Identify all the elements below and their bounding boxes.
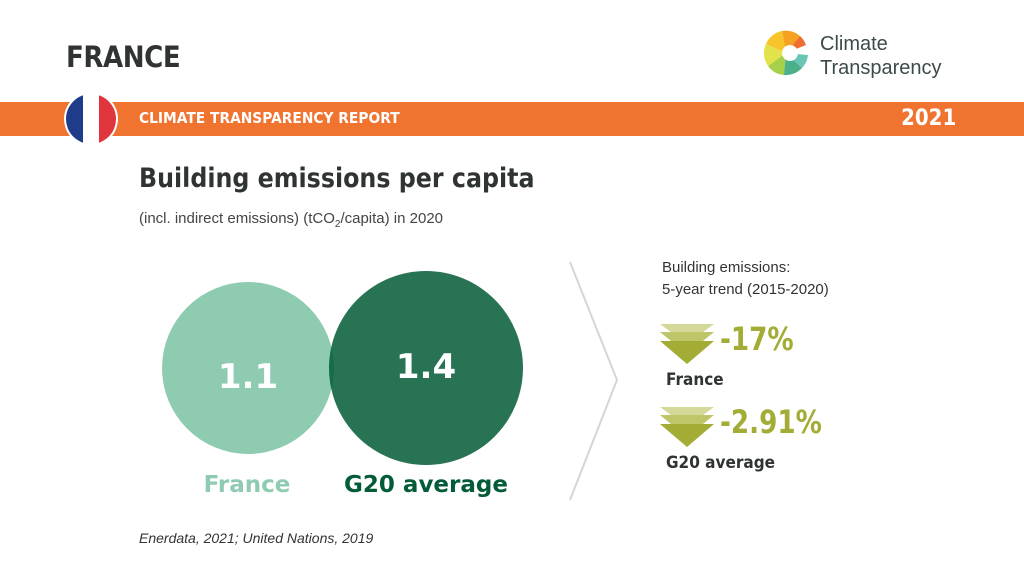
trend-item-g20-average: -2.91% G20 average <box>658 403 918 477</box>
trend-label-g20-average: G20 average <box>666 453 776 473</box>
subtitle-part-2: /capita) in 2020 <box>340 210 444 227</box>
logo-mark-icon <box>763 30 808 76</box>
climate-transparency-logo: Climate Transparency <box>760 26 970 86</box>
logo-text-line1: Climate <box>820 33 888 55</box>
bubble-label-g20-average: G20 average <box>344 472 508 498</box>
report-title: CLIMATE TRANSPARENCY REPORT <box>139 109 400 127</box>
bubble-france <box>162 282 334 454</box>
france-flag-icon <box>64 92 118 146</box>
country-title: FRANCE <box>66 40 181 74</box>
subtitle-part-1: (incl. indirect emissions) (tCO <box>139 210 335 227</box>
down-arrow-icon <box>660 324 714 364</box>
trend-value-g20-average: -2.91% <box>720 403 822 441</box>
logo-text-line2: Transparency <box>820 57 942 79</box>
trend-heading-line2: 5-year trend (2015-2020) <box>662 281 829 298</box>
bubble-label-france: France <box>204 472 291 498</box>
report-year: 2021 <box>900 106 956 131</box>
trend-heading: Building emissions: 5-year trend (2015-2… <box>662 257 829 301</box>
bubble-value-france: 1.1 <box>218 357 278 397</box>
chart-title: Building emissions per capita <box>139 163 535 194</box>
report-banner: CLIMATE TRANSPARENCY REPORT 2021 <box>0 102 1024 136</box>
bubble-value-g20-average: 1.4 <box>396 347 456 387</box>
trend-value-france: -17% <box>720 320 794 358</box>
trend-label-france: France <box>666 370 724 390</box>
trend-heading-line1: Building emissions: <box>662 259 791 276</box>
bubble-g20-average <box>329 271 523 465</box>
source-note: Enerdata, 2021; United Nations, 2019 <box>139 530 374 546</box>
down-arrow-icon <box>660 407 714 447</box>
subtitle-subscript: 2 <box>334 219 341 230</box>
chart-subtitle: (incl. indirect emissions) (tCO2/capita)… <box>139 210 443 230</box>
trend-item-france: -17% France <box>658 320 918 394</box>
